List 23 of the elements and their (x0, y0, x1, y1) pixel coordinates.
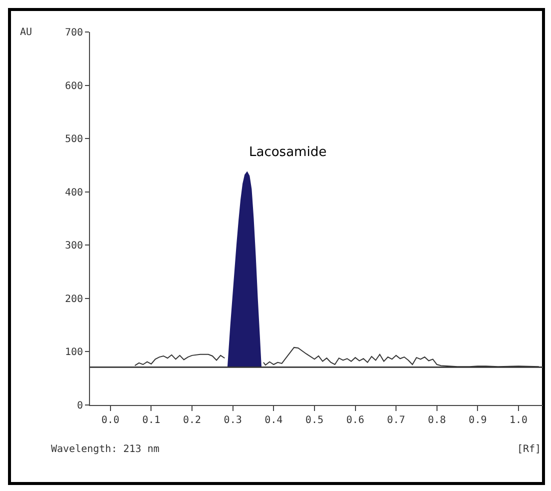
y-tick-label: 0 (76, 400, 83, 412)
x-tick-label: 0.4 (264, 415, 283, 426)
x-tick-label: 0.3 (224, 415, 242, 426)
y-tick-label: 300 (64, 240, 83, 252)
x-axis-title: [Rf] (517, 444, 542, 455)
x-tick-label: 0.7 (387, 415, 406, 426)
y-tick-label: 100 (64, 347, 83, 358)
y-axis-title: AU (20, 27, 32, 38)
text: Wavelength: 213 nm (51, 444, 160, 455)
x-tick-label: 0.8 (428, 415, 446, 426)
y-tick-label: 200 (64, 294, 83, 305)
y-tick-label: 400 (64, 187, 83, 198)
x-tick-label: 0.9 (468, 415, 487, 426)
x-tick-label: 0.5 (305, 415, 324, 426)
x-tick-label: 1.0 (509, 415, 528, 426)
y-tick-label: 700 (64, 28, 83, 38)
y-tick-label: 600 (64, 80, 83, 92)
x-tick-label: 0.6 (346, 415, 364, 426)
x-tick-label: 0.2 (183, 415, 202, 426)
annotation: Lacosamide (249, 145, 327, 160)
x-tick-label: 0.0 (101, 415, 120, 426)
x-tick-label: 0.1 (142, 415, 160, 426)
y-tick-label: 500 (64, 134, 83, 146)
